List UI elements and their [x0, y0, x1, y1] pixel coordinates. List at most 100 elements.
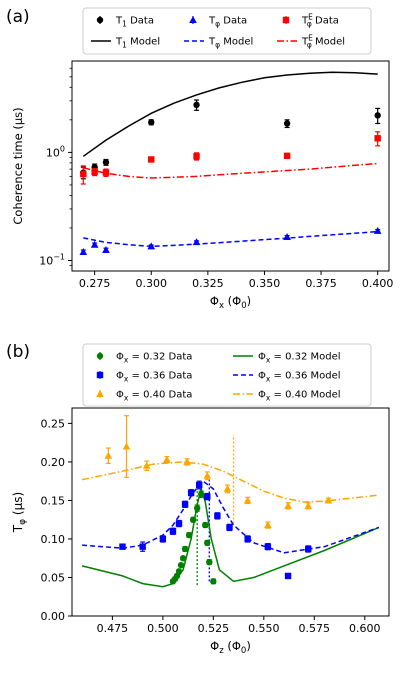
data-point — [187, 489, 195, 496]
legend-item-tphi-model: Tφ Model — [184, 37, 253, 50]
legend-marker — [282, 16, 290, 24]
legend-marker — [189, 16, 197, 23]
axes-frame — [71, 60, 390, 272]
legend-marker — [96, 371, 104, 379]
axes-frame — [71, 407, 390, 617]
legend-marker — [96, 390, 104, 397]
data-point — [159, 535, 167, 543]
y-tick-label-base: 10 — [46, 146, 60, 159]
data-point — [223, 484, 232, 492]
y-tick-label: 0.05 — [41, 571, 66, 584]
legend-label-part: T — [115, 37, 123, 48]
legend-label-t1-model: T1 Model — [115, 37, 160, 50]
legend-item-tphie-model: TE φ Model — [277, 34, 345, 50]
legend-label-part: T — [301, 37, 309, 48]
data-point — [243, 496, 252, 504]
data-point — [204, 493, 211, 500]
legend-label-part: = 0.40 Data — [128, 390, 192, 401]
y-axis-label-part: (μs) — [11, 492, 25, 519]
data-point — [185, 531, 193, 539]
legend-label-part: Φ — [116, 390, 124, 401]
data-point — [104, 451, 113, 459]
legend-label-phix-0-36-data: Φx = 0.36 Data — [116, 371, 192, 384]
x-axis-label-part: (Φ — [224, 294, 241, 308]
data-point — [90, 240, 99, 248]
y-tick-label: 100 — [46, 144, 65, 159]
legend-label-phix-0-32-data: Φx = 0.32 Data — [116, 352, 192, 365]
legend-item-phix-0-32-data: Φx = 0.32 Data — [96, 352, 192, 365]
series-tphi-data — [79, 226, 382, 255]
x-tick-label: 0.475 — [97, 622, 129, 635]
data-point — [283, 152, 291, 159]
y-tick-label: 10−1 — [39, 253, 65, 268]
x-axis-label-part: Φ — [210, 639, 219, 653]
legend-label-tphi-model: Tφ Model — [208, 37, 253, 50]
legend-label-t1-data: T1 Data — [115, 16, 154, 29]
data-point — [264, 521, 272, 529]
series-line — [83, 230, 378, 248]
legend-label-part: x — [266, 375, 271, 384]
legend-label-part: Model — [127, 37, 160, 48]
y-tick-label-exponent: −1 — [53, 253, 65, 262]
y-tick-label-base: 10 — [39, 255, 53, 268]
data-point — [91, 168, 98, 176]
legend-label-phix-0-40-data: Φx = 0.40 Data — [116, 390, 192, 403]
legend-label-part: x — [124, 356, 129, 365]
data-point — [202, 521, 209, 529]
legend-label-part: Φ — [116, 371, 124, 382]
data-point — [193, 101, 200, 109]
legend-item-phix-0-40-model: Φx = 0.40 Model — [233, 390, 341, 403]
panel-a-label: (a) — [6, 7, 30, 27]
legend-label-part: Model — [220, 37, 253, 48]
series-line — [83, 162, 378, 179]
plot-area — [79, 71, 382, 255]
legend-label-part: Φ — [258, 390, 266, 401]
y-tick-label: 0.15 — [41, 494, 66, 507]
legend-label-tphi-data: Tφ Data — [208, 16, 247, 29]
x-tick-label: 0.350 — [249, 277, 281, 290]
data-point — [284, 501, 292, 509]
data-point — [148, 119, 155, 126]
legend-label-tphie-model: TE φ Model — [301, 34, 345, 50]
x-axis-label-part: 0 — [241, 646, 246, 656]
data-point — [214, 512, 221, 520]
legend-label-part: T — [301, 16, 309, 27]
x-tick-label: 0.325 — [192, 277, 224, 290]
x-tick-label: 0.300 — [136, 277, 168, 290]
data-point — [122, 442, 131, 450]
y-tick-label: 0.20 — [41, 456, 66, 469]
series-line — [81, 461, 379, 503]
legend-frame — [82, 7, 372, 55]
data-point — [139, 543, 146, 550]
x-tick-label: 0.575 — [299, 622, 331, 635]
data-point — [181, 501, 189, 508]
y-tick-label: 0.00 — [41, 610, 66, 623]
legend-label-part: Data — [220, 16, 247, 27]
x-tick-label: 0.275 — [79, 277, 111, 290]
x-axis-label-part: (Φ — [224, 639, 241, 653]
data-point — [374, 135, 381, 142]
legend-item-tphi-data: Tφ Data — [189, 16, 247, 29]
x-axis-label: Φz (Φ0) — [210, 639, 251, 656]
data-point — [284, 572, 292, 580]
y-axis-label-part: φ — [18, 519, 28, 525]
x-axis-label: Φx (Φ0) — [210, 294, 251, 311]
series-tphie-data — [80, 131, 381, 185]
y-tick-label: 0.25 — [41, 417, 66, 430]
legend-marker — [96, 352, 104, 360]
legend-label-phix-0-40-model: Φx = 0.40 Model — [258, 390, 341, 403]
series-tphie-model — [83, 162, 378, 179]
legend-item-phix-0-36-data: Φx = 0.36 Data — [96, 371, 192, 384]
series-phix-0-36-model — [82, 480, 380, 554]
data-point — [226, 524, 233, 531]
legend-label-part: Model — [312, 37, 345, 48]
legend-label-part: φ — [215, 20, 220, 29]
data-point — [175, 520, 183, 527]
legend-frame — [82, 343, 372, 407]
data-point — [163, 455, 171, 463]
legend-label-part: Φ — [258, 371, 266, 382]
x-axis-label-part: ) — [246, 639, 251, 653]
series-t1-model — [82, 71, 378, 157]
series-phix-0-32-model — [81, 486, 380, 588]
